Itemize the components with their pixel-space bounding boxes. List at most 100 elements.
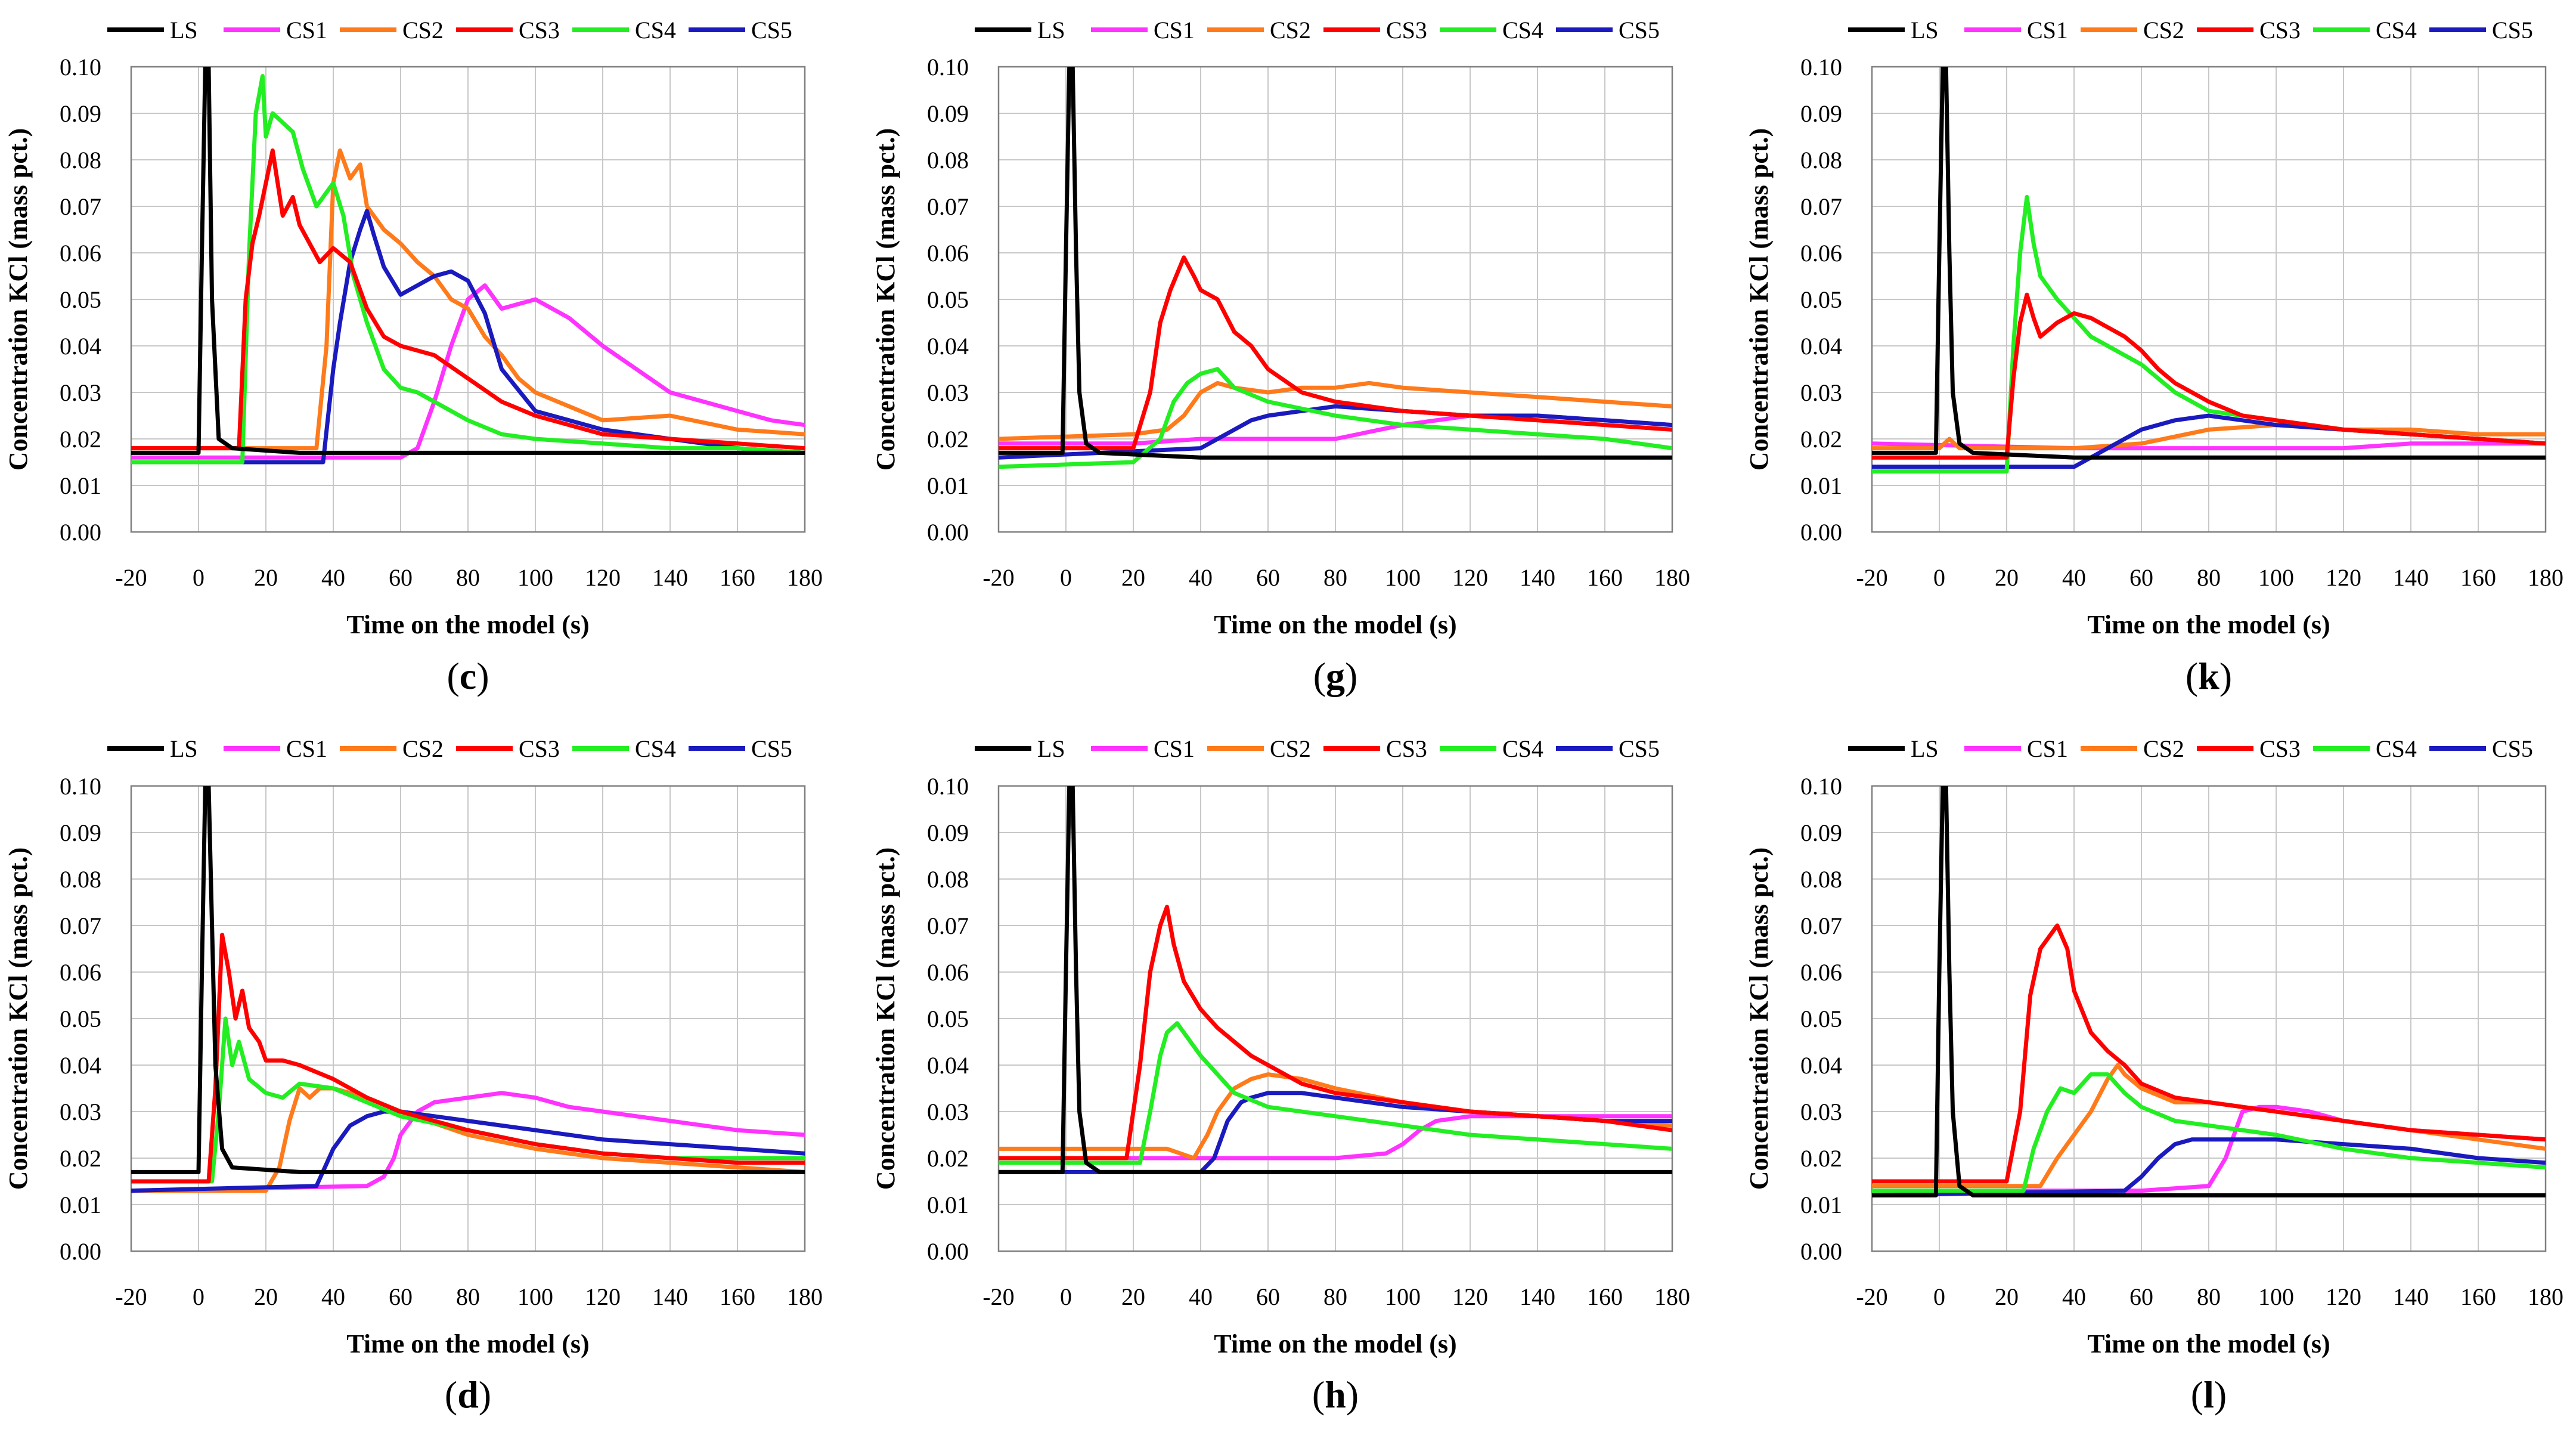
series-line-cs3 [1872, 923, 2546, 1184]
y-tick-label: 0.07 [1800, 912, 1842, 939]
legend: LS CS1 CS2 CS3 CS4 CS5 [1848, 17, 2533, 44]
y-tick-label: 0.02 [927, 426, 969, 453]
x-tick-label: 120 [585, 564, 621, 591]
series-line-cs5 [999, 404, 1672, 460]
y-tick-label: 0.10 [60, 773, 101, 800]
y-tick-label: 0.00 [1800, 519, 1842, 546]
legend-label-cs1: CS1 [2027, 735, 2068, 762]
legend-label-cs1: CS1 [286, 17, 327, 44]
y-tick-label: 0.06 [927, 240, 969, 267]
x-tick-label: 120 [2326, 1283, 2361, 1310]
y-tick-label: 0.00 [1800, 1238, 1842, 1265]
x-tick-label: 180 [2528, 1283, 2563, 1310]
plot-frame [997, 66, 1673, 533]
series-line-cs5 [1872, 1137, 2546, 1197]
legend-label-cs4: CS4 [1502, 17, 1543, 44]
y-tick-label: 0.08 [1800, 147, 1842, 174]
y-tick-label: 0.04 [927, 333, 969, 360]
y-axis-title: Concentration KCl (mass pct.) [4, 847, 33, 1190]
series-line-cs4 [1872, 1072, 2546, 1193]
legend-label-ls: LS [1037, 735, 1065, 762]
y-tick-label: 0.06 [1800, 959, 1842, 986]
y-tick-label: 0.05 [927, 286, 969, 313]
x-tick-label: 20 [254, 564, 278, 591]
y-tick-label: 0.03 [60, 379, 101, 406]
y-tick-label: 0.09 [60, 100, 101, 127]
x-tick-label: 140 [652, 1283, 688, 1310]
x-tick-label: 60 [389, 1283, 413, 1310]
gridlines [1871, 66, 2546, 533]
legend: LS CS1 CS2 CS3 CS4 CS5 [107, 735, 792, 762]
x-axis-title: Time on the model (s) [1214, 610, 1456, 639]
series-line-cs2 [131, 1086, 805, 1193]
x-tick-label: -20 [115, 1283, 147, 1310]
y-tick-label: 0.00 [60, 519, 101, 546]
legend-label-cs2: CS2 [402, 735, 444, 762]
x-tick-label: 120 [1452, 1283, 1488, 1310]
x-tick-label: -20 [115, 564, 147, 591]
x-tick-label: 100 [1385, 564, 1421, 591]
legend-label-cs4: CS4 [635, 735, 676, 762]
y-tick-label: 0.02 [1800, 1145, 1842, 1172]
legend: LS CS1 CS2 CS3 CS4 CS5 [1848, 735, 2533, 762]
y-tick-label: 0.01 [1800, 472, 1842, 499]
series-line-cs2 [1872, 423, 2546, 451]
legend-label-ls: LS [1911, 17, 1939, 44]
y-tick-label: 0.03 [1800, 379, 1842, 406]
series-line-cs3 [131, 933, 805, 1184]
x-tick-label: 60 [1256, 564, 1280, 591]
gridlines [998, 785, 1673, 1252]
y-tick-label: 0.08 [60, 147, 101, 174]
legend-label-cs5: CS5 [1619, 17, 1660, 44]
series-line-ls [1872, 786, 2546, 1197]
series-group [999, 67, 1672, 469]
y-tick-label: 0.03 [1800, 1098, 1842, 1125]
x-tick-label: 140 [652, 564, 688, 591]
y-tick-label: 0.01 [60, 1192, 101, 1218]
series-group [1872, 67, 2546, 474]
x-tick-label: 100 [2258, 564, 2294, 591]
plot-frame [1871, 66, 2547, 533]
legend-label-cs5: CS5 [1619, 735, 1660, 762]
series-line-cs3 [999, 905, 1672, 1161]
y-tick-label: 0.03 [927, 1098, 969, 1125]
y-tick-label: 0.00 [927, 519, 969, 546]
series-line-cs2 [999, 380, 1672, 441]
x-tick-label: 20 [1121, 564, 1145, 591]
y-tick-label: 0.04 [1800, 333, 1842, 360]
legend-label-cs5: CS5 [2492, 735, 2533, 762]
series-line-cs3 [999, 255, 1672, 451]
series-line-ls [999, 67, 1672, 460]
legend-label-cs3: CS3 [1386, 735, 1427, 762]
x-tick-label: 160 [2460, 564, 2496, 591]
x-tick-label: 60 [2129, 1283, 2153, 1310]
panel-label: (h) [1312, 1373, 1359, 1416]
legend-label-cs4: CS4 [2376, 735, 2417, 762]
series-line-ls [131, 786, 805, 1174]
y-tick-label: 0.03 [927, 379, 969, 406]
x-tick-label: -20 [1856, 564, 1887, 591]
series-group [1872, 786, 2546, 1197]
x-tick-label: 40 [2062, 564, 2086, 591]
x-tick-label: 160 [1587, 564, 1623, 591]
x-axis-title: Time on the model (s) [1214, 1329, 1456, 1358]
x-tick-label: 0 [193, 1283, 204, 1310]
x-tick-label: 80 [1323, 564, 1347, 591]
chart-panel-c: -20 0 20 40 60 80 100 120 140 160 180 0.00 0.01 0.02 0… [4, 17, 823, 697]
x-axis-title: Time on the model (s) [2087, 1329, 2330, 1358]
x-tick-label: 60 [389, 564, 413, 591]
x-tick-label: -20 [1856, 1283, 1887, 1310]
x-tick-label: 60 [2129, 564, 2153, 591]
legend-label-cs5: CS5 [2492, 17, 2533, 44]
legend-label-cs4: CS4 [2376, 17, 2417, 44]
y-tick-label: 0.05 [60, 286, 101, 313]
x-tick-label: 40 [1189, 564, 1213, 591]
y-tick-label: 0.03 [60, 1098, 101, 1125]
panel-label-letter: l [2203, 1373, 2214, 1416]
y-axis-title: Concentration KCl (mass pct.) [871, 128, 900, 471]
x-tick-label: 20 [1995, 564, 2019, 591]
x-tick-label: 120 [2326, 564, 2361, 591]
legend-label-ls: LS [170, 17, 198, 44]
x-tick-label: 160 [720, 1283, 755, 1310]
y-tick-label: 0.08 [927, 866, 969, 893]
